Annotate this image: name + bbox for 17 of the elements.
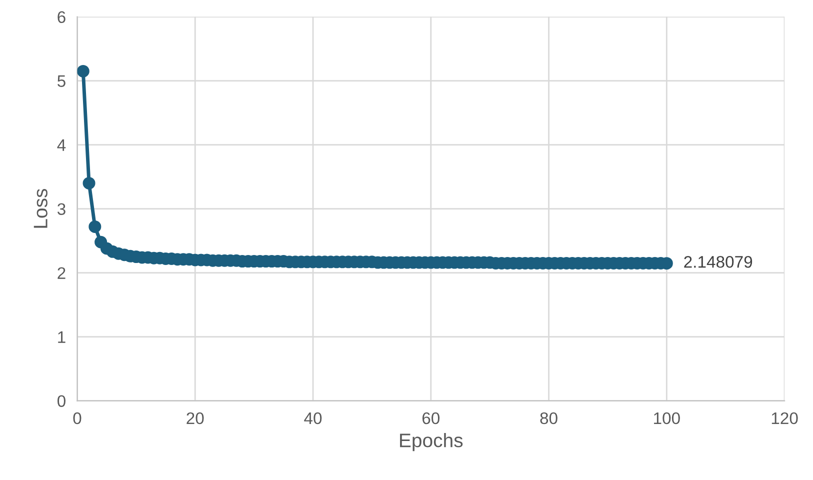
- x-tick-label: 80: [540, 412, 558, 424]
- y-tick-label: 6: [58, 11, 66, 24]
- x-tick-label: 20: [186, 412, 204, 424]
- y-axis-title: Loss: [34, 188, 48, 228]
- y-tick-label: 1: [58, 331, 66, 343]
- y-tick-label: 4: [57, 139, 66, 151]
- x-tick-label: 60: [422, 412, 440, 424]
- y-tick-label: 2: [58, 267, 66, 279]
- x-tick-label: 40: [304, 412, 322, 424]
- x-axis-title: Epochs: [400, 433, 463, 452]
- x-tick-label: 0: [73, 412, 82, 424]
- y-tick-label: 3: [57, 203, 66, 216]
- x-tick-label: 100: [654, 412, 680, 424]
- y-tick-label: 0: [58, 395, 66, 408]
- x-tick-label: 120: [772, 412, 798, 424]
- annotation: 2.148079: [684, 256, 752, 268]
- y-tick-label: 5: [58, 75, 66, 88]
